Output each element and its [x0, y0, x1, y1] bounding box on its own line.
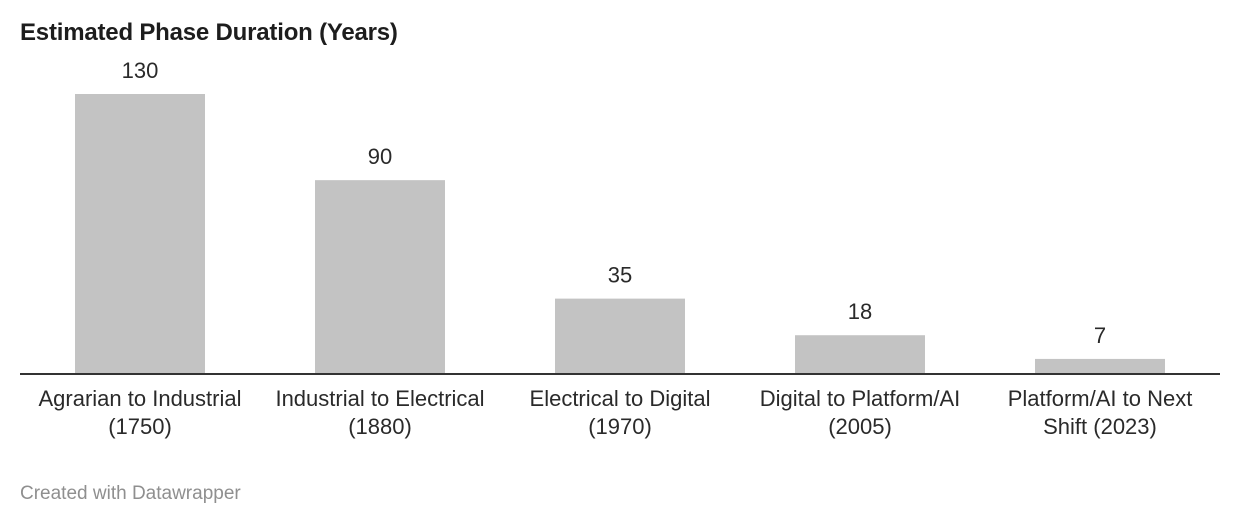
value-label-2: 35 [608, 263, 632, 288]
category-label-1-line-1: (1880) [348, 414, 412, 439]
value-label-4: 7 [1094, 323, 1106, 348]
category-label-3-line-0: Digital to Platform/AI [760, 386, 961, 411]
value-label-0: 130 [122, 58, 159, 83]
category-label-0-line-0: Agrarian to Industrial [39, 386, 242, 411]
category-label-4-line-1: Shift (2023) [1043, 414, 1157, 439]
value-label-3: 18 [848, 299, 872, 324]
bar-1 [315, 180, 445, 374]
bar-2 [555, 298, 685, 374]
category-labels-group: Agrarian to Industrial (1750) Industrial t… [39, 386, 1193, 439]
bars-group [75, 94, 1165, 374]
category-label-4-line-0: Platform/AI to Next [1008, 386, 1193, 411]
bar-4 [1035, 358, 1165, 374]
value-labels-group: 130 90 35 18 7 [122, 58, 1106, 348]
bar-3 [795, 335, 925, 374]
category-label-2-line-1: (1970) [588, 414, 652, 439]
chart-title: Estimated Phase Duration (Years) [20, 19, 398, 46]
category-label-1-line-0: Industrial to Electrical [275, 386, 484, 411]
category-label-0-line-1: (1750) [108, 414, 172, 439]
category-label-2-line-0: Electrical to Digital [530, 386, 711, 411]
category-label-3-line-1: (2005) [828, 414, 892, 439]
datawrapper-credit: Created with Datawrapper [20, 483, 241, 504]
value-label-1: 90 [368, 144, 392, 169]
bar-0 [75, 94, 205, 374]
